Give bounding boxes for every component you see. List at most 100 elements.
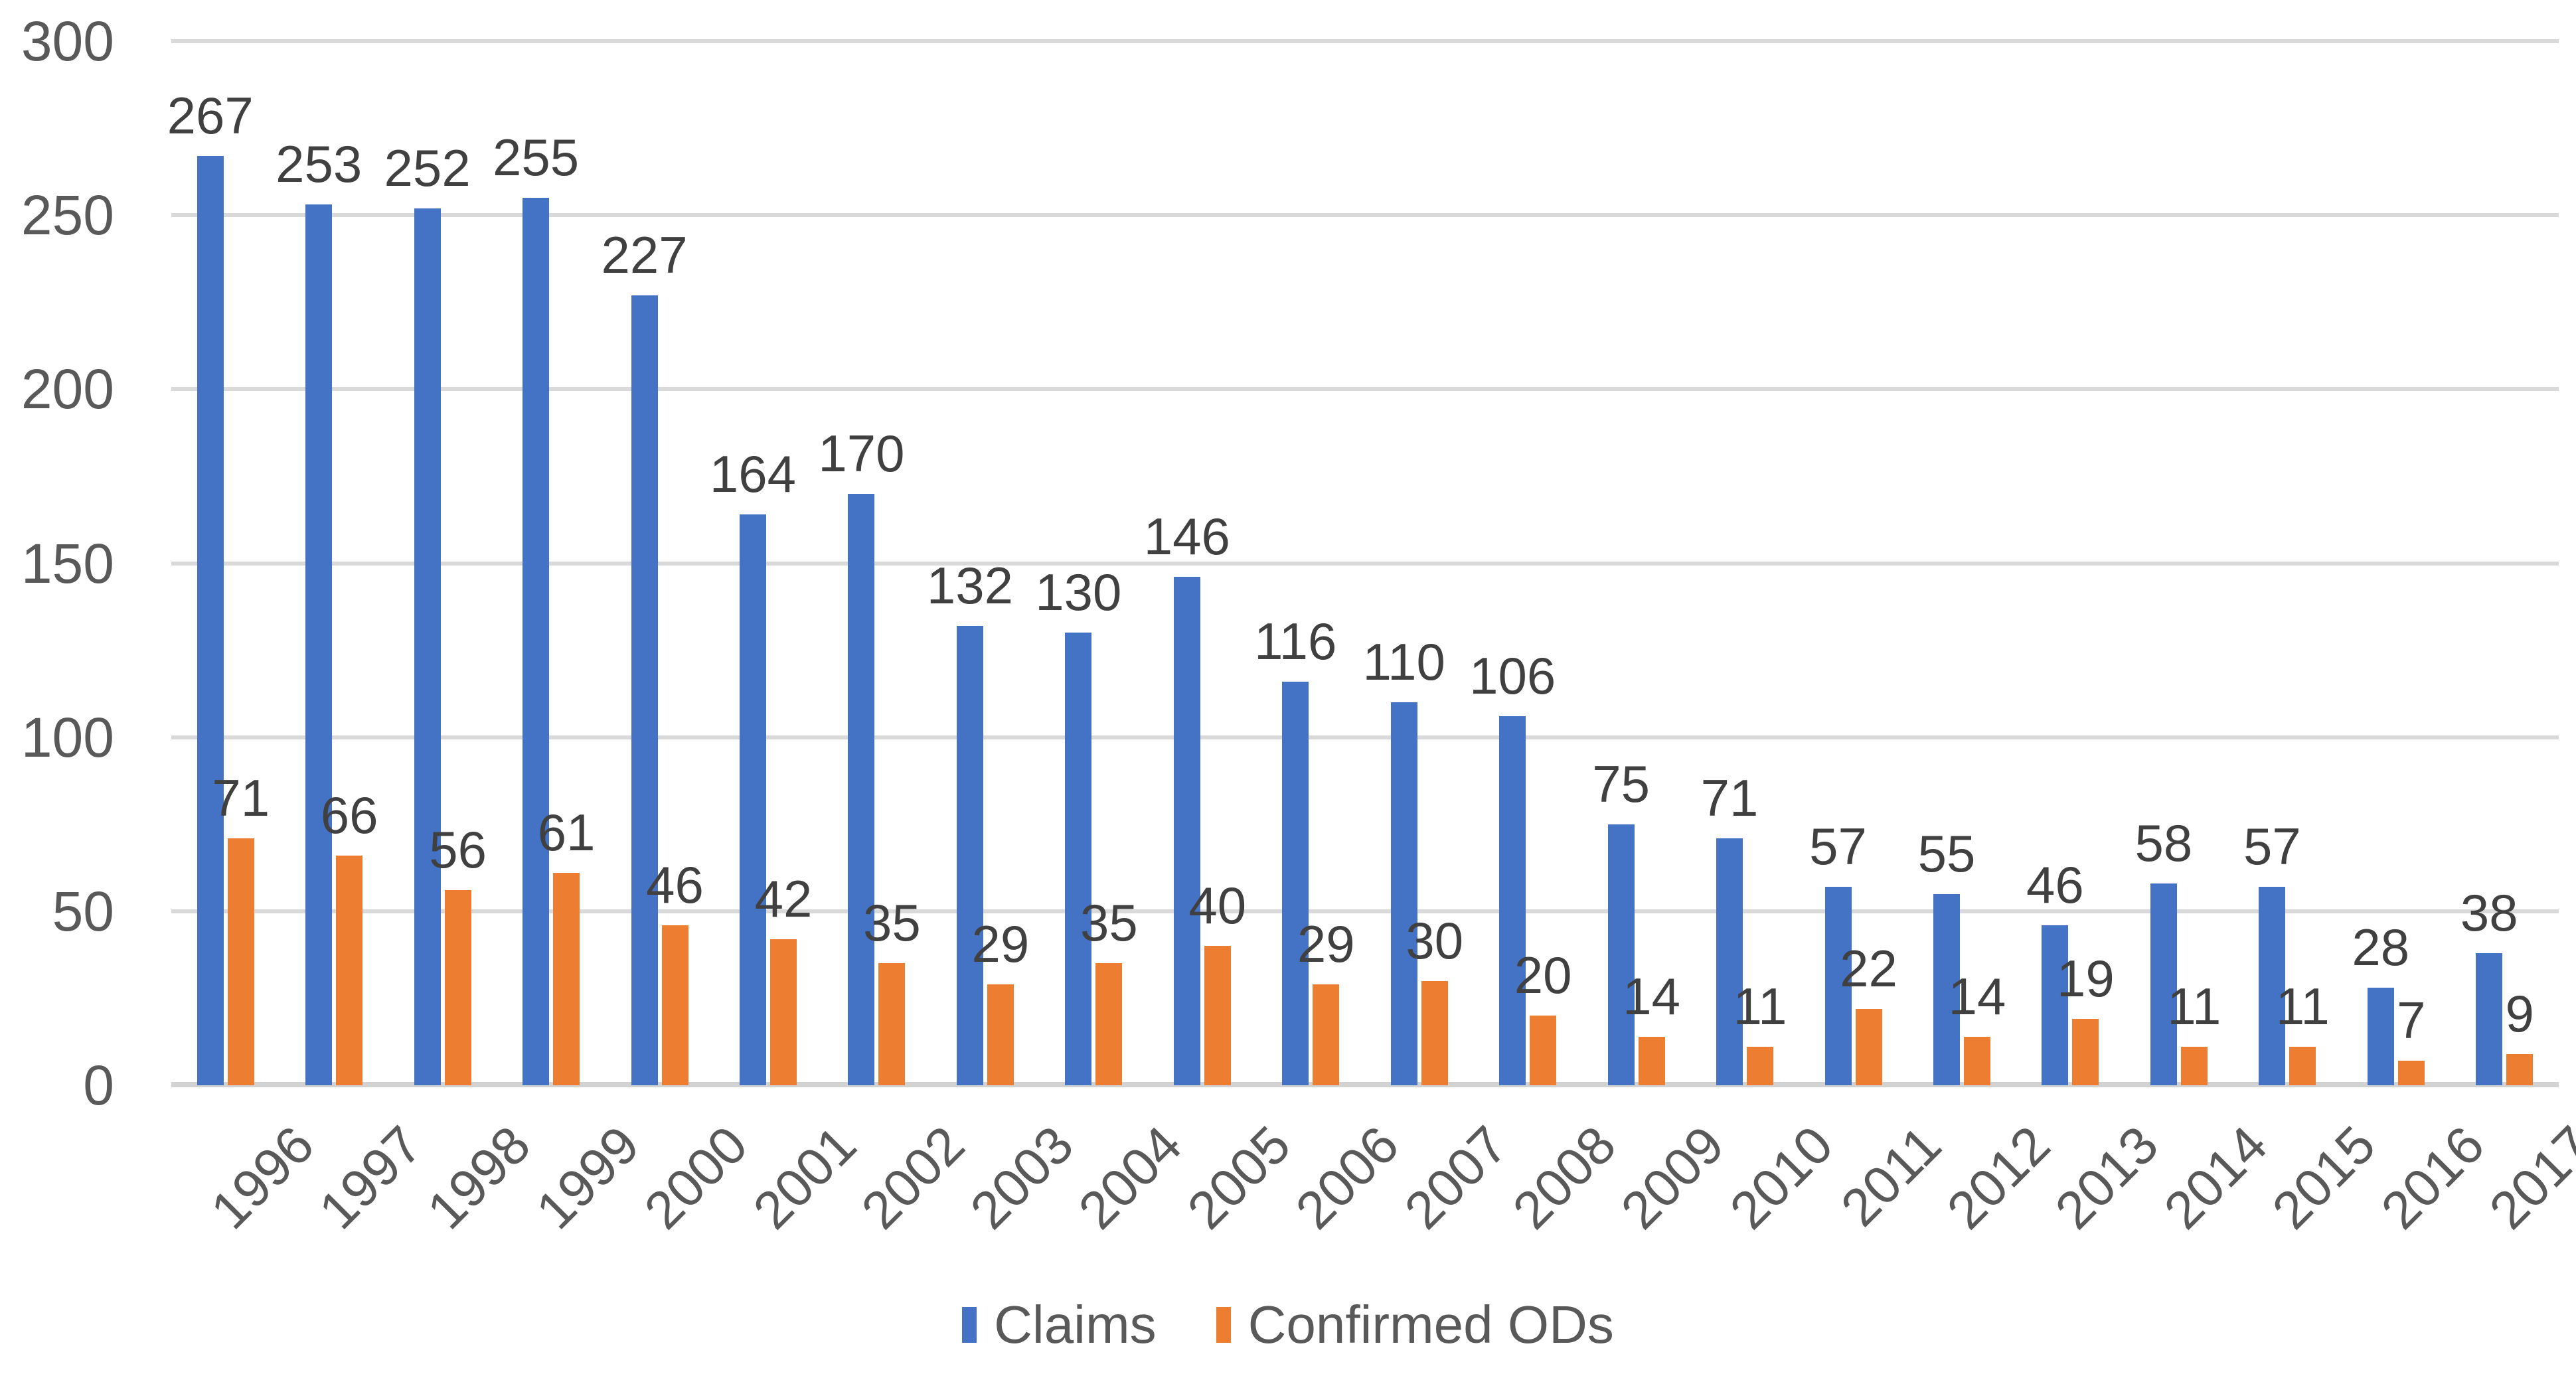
- bar-confirmed-ods-2012: 14: [1949, 970, 2006, 1085]
- bar-claims-2013: 46: [2026, 859, 2084, 1085]
- bar-claims-2008: 106: [1469, 650, 1556, 1085]
- data-label: 267: [167, 86, 254, 145]
- data-label: 29: [1297, 914, 1355, 973]
- x-tick-label-2003: 2003: [959, 1114, 1085, 1241]
- x-axis: 1996 1997 1998 1999 2000 2001 2002 2003 2004 2005…: [171, 1091, 2576, 1303]
- data-label: 227: [601, 225, 688, 284]
- gridline: [171, 909, 2559, 913]
- bar-claims-1996: 267: [167, 90, 254, 1085]
- data-label: 146: [1143, 507, 1230, 566]
- bar-group-2003: 132 29: [927, 41, 1039, 1085]
- x-tick-label-1999: 1999: [524, 1114, 651, 1241]
- data-label: 106: [1469, 647, 1556, 706]
- bar-confirmed-ods-2007: 30: [1406, 915, 1463, 1085]
- data-label: 35: [1080, 893, 1138, 953]
- bar-claims-2009: 75: [1592, 758, 1650, 1085]
- bar-confirmed-ods-2014: 11: [2167, 980, 2221, 1085]
- bar-claims-2014: 58: [2134, 817, 2192, 1085]
- bar-group-2014: 58 11: [2125, 41, 2233, 1085]
- legend-label-claims: Claims: [994, 1295, 1157, 1354]
- bar-group-2004: 130 35: [1035, 41, 1148, 1085]
- bar-group-2011: 57 22: [1799, 41, 1907, 1085]
- bar-claims-2001: 164: [710, 448, 796, 1085]
- data-label: 29: [971, 914, 1030, 973]
- data-label: 9: [2505, 984, 2534, 1043]
- x-tick-label-2008: 2008: [1501, 1114, 1627, 1241]
- y-tick-label: 250: [21, 184, 114, 247]
- data-label: 130: [1035, 563, 1122, 622]
- gridline: [171, 1082, 2559, 1087]
- bar-confirmed-ods-2001: 42: [755, 873, 812, 1085]
- y-tick-label: 200: [21, 358, 114, 421]
- bar-claims-1999: 255: [493, 131, 579, 1085]
- data-label: 19: [2057, 949, 2115, 1008]
- bar-group-2001: 164 42: [710, 41, 822, 1085]
- y-tick-label: 150: [21, 532, 114, 595]
- data-label: 7: [2397, 991, 2426, 1050]
- bar-group-2010: 71 11: [1690, 41, 1799, 1085]
- bar-group-2016: 28 7: [2342, 41, 2450, 1085]
- x-tick-label-2006: 2006: [1284, 1114, 1410, 1241]
- data-label: 11: [2275, 977, 2330, 1036]
- bar-group-2015: 57 11: [2233, 41, 2342, 1085]
- bar-confirmed-ods-2000: 46: [646, 859, 704, 1085]
- x-tick-label-2007: 2007: [1393, 1114, 1518, 1241]
- x-tick-label-2011: 2011: [1830, 1114, 1953, 1238]
- bar-group-2005: 146 40: [1144, 41, 1256, 1085]
- bar-groups: 267 71 253 66 252 56 255 61 227 46 164 42 170 35 132 29…: [167, 41, 2559, 1085]
- bar-confirmed-ods-2011: 22: [1840, 943, 1897, 1085]
- data-label: 11: [2167, 977, 2221, 1036]
- data-label: 35: [863, 893, 921, 953]
- x-tick-label-2004: 2004: [1067, 1114, 1193, 1241]
- bar-group-2007: 110 30: [1362, 41, 1473, 1085]
- gridline: [171, 39, 2559, 43]
- gridline: [171, 561, 2559, 566]
- x-tick-label-1997: 1997: [307, 1114, 434, 1241]
- bar-confirmed-ods-1999: 61: [538, 806, 595, 1085]
- bar-confirmed-ods-2006: 29: [1297, 918, 1355, 1085]
- legend-item-claims: Claims: [962, 1293, 1157, 1357]
- data-label: 46: [2026, 855, 2084, 914]
- bar-group-2006: 116 29: [1254, 41, 1365, 1085]
- legend-label-confirmed-ods: Confirmed ODs: [1248, 1295, 1614, 1354]
- data-label: 75: [1592, 754, 1650, 813]
- data-label: 20: [1514, 946, 1572, 1005]
- data-label: 66: [320, 785, 378, 844]
- data-label: 11: [1733, 977, 1787, 1036]
- bar-group-2013: 46 19: [2016, 41, 2125, 1085]
- bar-confirmed-ods-2017: 9: [2506, 988, 2534, 1085]
- x-tick-label-1998: 1998: [416, 1114, 542, 1241]
- bar-claims-1998: 252: [384, 142, 471, 1085]
- bar-claims-2012: 55: [1918, 828, 1975, 1085]
- data-label: 38: [2460, 883, 2518, 942]
- data-label: 28: [2352, 918, 2410, 977]
- bar-confirmed-ods-2010: 11: [1733, 980, 1787, 1085]
- x-tick-label-2016: 2016: [2370, 1114, 2495, 1241]
- data-label: 170: [818, 423, 905, 483]
- confirmed-ods-swatch-icon: [1216, 1307, 1231, 1343]
- data-label: 132: [926, 556, 1013, 615]
- bar-confirmed-ods-2008: 20: [1514, 949, 1572, 1085]
- x-tick-label-2013: 2013: [2044, 1114, 2170, 1241]
- bar-confirmed-ods-1998: 56: [429, 824, 487, 1085]
- bar-group-2000: 227 46: [601, 41, 714, 1085]
- data-label: 252: [384, 138, 471, 197]
- y-tick-label: 300: [21, 10, 114, 72]
- data-label: 40: [1188, 876, 1247, 935]
- x-tick-label-2001: 2001: [742, 1114, 868, 1241]
- bar-claims-2000: 227: [601, 229, 688, 1085]
- x-tick-label-2010: 2010: [1718, 1114, 1844, 1241]
- x-tick-label-2017: 2017: [2478, 1114, 2576, 1241]
- data-label: 110: [1362, 633, 1445, 692]
- y-tick-label: 100: [21, 706, 114, 769]
- x-tick-label-2015: 2015: [2261, 1114, 2387, 1241]
- bar-confirmed-ods-2015: 11: [2276, 980, 2330, 1085]
- bar-group-2009: 75 14: [1582, 41, 1690, 1085]
- data-label: 253: [276, 135, 362, 194]
- x-tick-label-2009: 2009: [1609, 1114, 1735, 1241]
- bar-claims-2017: 38: [2460, 887, 2518, 1085]
- data-label: 71: [1700, 768, 1759, 827]
- y-tick-label: 50: [52, 879, 114, 943]
- x-tick-label-2005: 2005: [1176, 1114, 1301, 1241]
